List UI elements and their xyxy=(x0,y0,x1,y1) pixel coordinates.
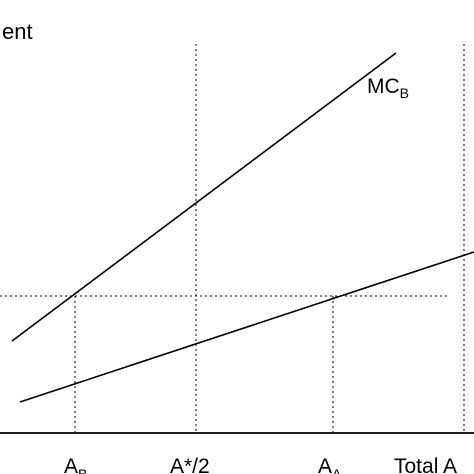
curve-mc-b-label-main: MC xyxy=(367,75,400,98)
tick-label-total-a: Total A xyxy=(394,455,457,474)
curve-mc-b-label: MCB xyxy=(367,75,409,101)
curve-mc-b xyxy=(11,52,397,342)
y-axis-label: ent xyxy=(2,19,33,44)
tick-label-a-b-main: A xyxy=(64,455,78,474)
tick-label-a-a: AA xyxy=(318,455,342,474)
tick-label-a-star-half: A*/2 xyxy=(170,455,210,474)
tick-label-a-star-half-main: A*/2 xyxy=(170,455,210,474)
curve-mc-b-label-sub: B xyxy=(400,85,409,101)
tick-label-a-b: AB xyxy=(64,455,87,474)
tick-label-total-a-main: Total A xyxy=(394,455,457,474)
tick-label-a-b-sub: B xyxy=(78,466,87,474)
tick-label-a-a-main: A xyxy=(318,455,332,474)
curve-mc-a xyxy=(19,251,474,403)
tick-label-a-a-sub: A xyxy=(332,466,342,474)
